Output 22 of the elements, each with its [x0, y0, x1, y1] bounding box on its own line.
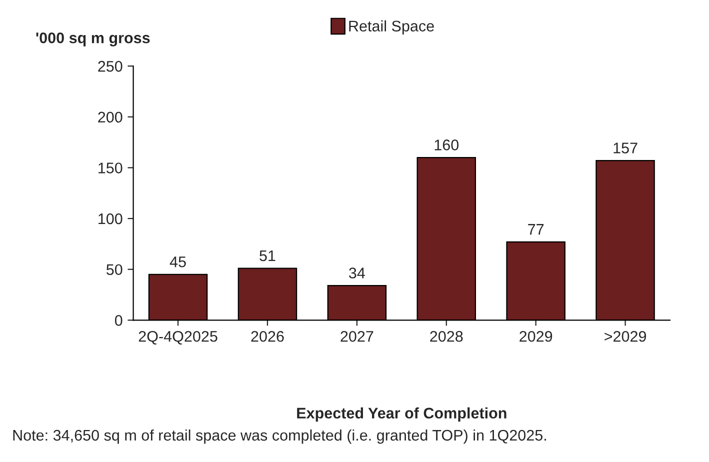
- x-tick-label: 2028: [430, 330, 463, 342]
- x-tick-label: 2027: [340, 330, 374, 342]
- text: Note: 34,650 sq m of retail space was completed (i.e. granted TOP) in 1Q2025.: [13, 429, 546, 444]
- y-tick-label: 150: [98, 162, 122, 174]
- x-tick-label: 2026: [251, 330, 284, 342]
- x-axis-title: Expected Year of Completion: [297, 407, 506, 422]
- data-label: 45: [170, 256, 186, 268]
- y-axis-title: '000 sq m gross: [36, 32, 150, 46]
- data-label: 34: [349, 268, 365, 278]
- y-tick-label: 100: [98, 213, 122, 224]
- data-label: 51: [260, 250, 276, 262]
- y-tick-label: 0: [114, 315, 122, 326]
- legend-label: Retail Space: [349, 20, 434, 35]
- x-tick-label: 2029: [520, 330, 552, 342]
- y-tick-label: 200: [98, 112, 122, 123]
- data-label: 157: [614, 142, 638, 154]
- y-tick-label: 50: [106, 264, 122, 276]
- x-tick-label: 2Q-4Q2025: [138, 330, 218, 345]
- data-label: 77: [528, 224, 544, 235]
- x-tick-label: >2029: [604, 330, 646, 342]
- y-tick-label: 250: [98, 60, 122, 72]
- data-label: 160: [434, 140, 459, 150]
